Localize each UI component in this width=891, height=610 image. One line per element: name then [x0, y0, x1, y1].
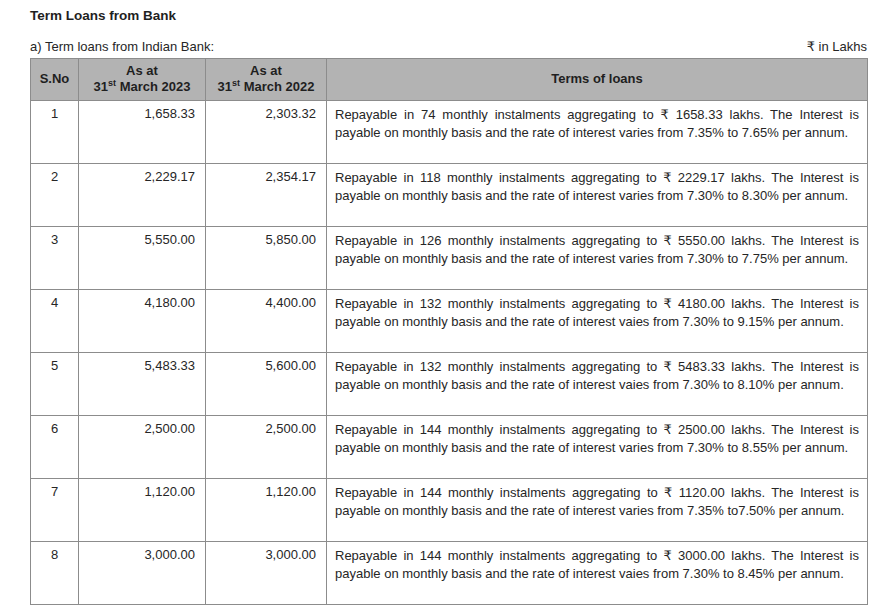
- currency-unit-label: ₹ in Lakhs: [807, 39, 867, 54]
- term-loans-table: S.No As at 31st March 2023 As at 31st Ma…: [30, 58, 868, 605]
- header-as-at-2022: As at 31st March 2022: [206, 59, 327, 101]
- amount-2022-cell: 3,000.00: [206, 541, 327, 604]
- amount-2023-cell: 4,180.00: [79, 289, 206, 352]
- table-row: 7 1,120.00 1,120.00 Repayable in 144 mon…: [31, 478, 868, 541]
- amount-2022-cell: 2,500.00: [206, 415, 327, 478]
- amount-2023-cell: 2,500.00: [79, 415, 206, 478]
- amount-2023-cell: 3,000.00: [79, 541, 206, 604]
- table-caption: a) Term loans from Indian Bank:: [30, 39, 214, 54]
- amount-2023-cell: 1,120.00: [79, 478, 206, 541]
- table-row: 2 2,229.17 2,354.17 Repayable in 118 mon…: [31, 163, 868, 226]
- amount-2023-cell: 5,483.33: [79, 352, 206, 415]
- header-terms: Terms of loans: [327, 59, 868, 101]
- sno-cell: 3: [31, 226, 79, 289]
- terms-cell: Repayable in 126 monthly instalments agg…: [327, 226, 868, 289]
- terms-cell: Repayable in 132 monthly instalments agg…: [327, 352, 868, 415]
- terms-cell: Repayable in 118 monthly instalments agg…: [327, 163, 868, 226]
- amount-2022-cell: 1,120.00: [206, 478, 327, 541]
- amount-2022-cell: 4,400.00: [206, 289, 327, 352]
- page-title: Term Loans from Bank: [30, 8, 867, 23]
- table-header: S.No As at 31st March 2023 As at 31st Ma…: [31, 59, 868, 101]
- subhead-row: a) Term loans from Indian Bank: ₹ in Lak…: [30, 39, 867, 54]
- ordinal-suffix: st: [108, 78, 116, 88]
- amount-2023-cell: 1,658.33: [79, 100, 206, 163]
- terms-cell: Repayable in 144 monthly instalments agg…: [327, 478, 868, 541]
- terms-cell: Repayable in 144 monthly instalments agg…: [327, 541, 868, 604]
- sno-cell: 5: [31, 352, 79, 415]
- sno-cell: 4: [31, 289, 79, 352]
- terms-cell: Repayable in 74 monthly instalments aggr…: [327, 100, 868, 163]
- table-row: 3 5,550.00 5,850.00 Repayable in 126 mon…: [31, 226, 868, 289]
- header-sno: S.No: [31, 59, 79, 101]
- ordinal-suffix: st: [232, 78, 240, 88]
- table-row: 1 1,658.33 2,303.32 Repayable in 74 mont…: [31, 100, 868, 163]
- amount-2023-cell: 2,229.17: [79, 163, 206, 226]
- amount-2022-cell: 5,600.00: [206, 352, 327, 415]
- terms-cell: Repayable in 144 monthly instalments agg…: [327, 415, 868, 478]
- amount-2022-cell: 2,354.17: [206, 163, 327, 226]
- document-page: Term Loans from Bank a) Term loans from …: [0, 0, 891, 610]
- table-row: 8 3,000.00 3,000.00 Repayable in 144 mon…: [31, 541, 868, 604]
- sno-cell: 1: [31, 100, 79, 163]
- header-as-at-2023: As at 31st March 2023: [79, 59, 206, 101]
- sno-cell: 2: [31, 163, 79, 226]
- table-row: 4 4,180.00 4,400.00 Repayable in 132 mon…: [31, 289, 868, 352]
- table-row: 5 5,483.33 5,600.00 Repayable in 132 mon…: [31, 352, 868, 415]
- header-row: S.No As at 31st March 2023 As at 31st Ma…: [31, 59, 868, 101]
- table-body: 1 1,658.33 2,303.32 Repayable in 74 mont…: [31, 100, 868, 604]
- table-row: 6 2,500.00 2,500.00 Repayable in 144 mon…: [31, 415, 868, 478]
- sno-cell: 8: [31, 541, 79, 604]
- amount-2022-cell: 5,850.00: [206, 226, 327, 289]
- sno-cell: 6: [31, 415, 79, 478]
- sno-cell: 7: [31, 478, 79, 541]
- terms-cell: Repayable in 132 monthly instalments agg…: [327, 289, 868, 352]
- amount-2023-cell: 5,550.00: [79, 226, 206, 289]
- amount-2022-cell: 2,303.32: [206, 100, 327, 163]
